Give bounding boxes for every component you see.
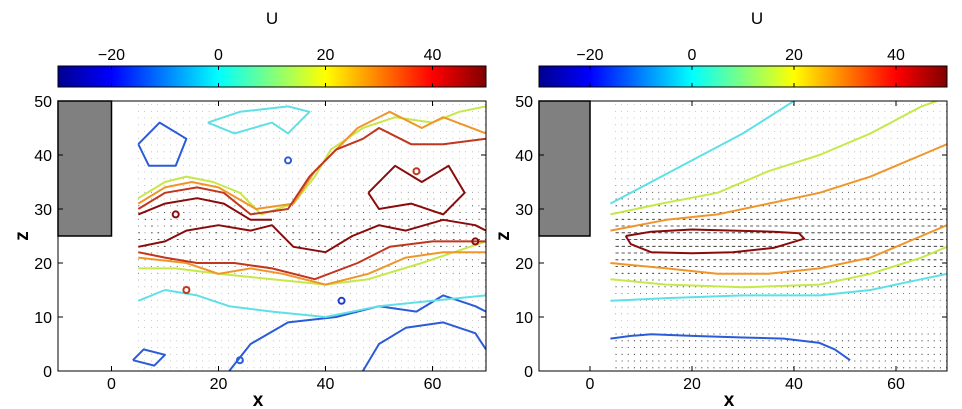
contour-line — [137, 127, 486, 216]
x-tick-label: 60 — [887, 376, 905, 393]
contour-spot — [471, 237, 480, 246]
contour-line — [610, 143, 947, 232]
x-tick-label: 40 — [317, 376, 335, 393]
contour-spot — [171, 210, 180, 219]
contour-line — [367, 164, 466, 216]
x-tick-label: 40 — [785, 376, 803, 393]
contour-line — [228, 294, 486, 371]
colorbar-tick-label: 40 — [424, 47, 442, 64]
colorbar-tick-label: 40 — [887, 47, 905, 64]
vector-field — [615, 104, 947, 369]
contour-line — [624, 228, 806, 255]
x-axis-label: x — [724, 390, 735, 409]
contour-spot — [182, 286, 191, 294]
colorbar — [538, 65, 948, 88]
y-tick-label: 50 — [515, 94, 533, 111]
y-tick-label: 30 — [515, 202, 533, 219]
contour-line — [137, 110, 486, 210]
contour-line — [362, 321, 486, 371]
x-tick-label: 0 — [107, 376, 116, 393]
y-tick-label: 0 — [524, 364, 533, 381]
y-tick-label: 10 — [515, 310, 533, 327]
colorbar — [57, 65, 487, 88]
y-tick-label: 0 — [43, 364, 52, 381]
y-tick-label: 20 — [515, 256, 533, 273]
y-tick-label: 40 — [515, 148, 533, 165]
right-panel: U −20 0 20 40 0 20 40 60 0 10 20 30 40 50 x z — [493, 9, 948, 409]
contour-line — [610, 245, 947, 289]
velocity-vectors — [615, 104, 947, 369]
y-axis-label: z — [12, 231, 33, 241]
contour-line — [137, 121, 188, 167]
contour-line — [138, 218, 486, 254]
contour-line — [610, 101, 938, 216]
colorbar-tick-label: 20 — [785, 47, 803, 64]
y-tick-label: 50 — [34, 94, 52, 111]
axes-box — [538, 100, 948, 372]
colorbar-tick-label: 20 — [317, 47, 335, 64]
colorbar-tick-label: 0 — [688, 47, 697, 64]
contour-line — [137, 197, 272, 221]
contour-line — [610, 224, 947, 275]
contour-line — [207, 105, 311, 135]
y-tick-label: 30 — [34, 202, 52, 219]
contour-line — [138, 251, 486, 286]
contour-line — [132, 348, 166, 367]
x-tick-label: 20 — [210, 376, 228, 393]
x-tick-label: 0 — [586, 376, 595, 393]
obstacle-block — [538, 100, 591, 237]
contour-line — [610, 333, 851, 362]
y-axis-label: z — [493, 231, 514, 241]
contour-spot — [337, 296, 346, 305]
contour-line — [138, 240, 486, 281]
colorbar-tick-label: 0 — [214, 47, 223, 64]
colorbar-label: U — [751, 9, 763, 28]
contour-line — [610, 272, 947, 302]
plot-area — [609, 101, 947, 369]
contour-line — [609, 101, 795, 205]
y-tick-label: 40 — [34, 148, 52, 165]
x-axis-label: x — [253, 390, 264, 409]
contour-line — [137, 289, 486, 318]
y-tick-label: 20 — [34, 256, 52, 273]
contour-spot — [284, 156, 293, 165]
x-tick-label: 20 — [683, 376, 701, 393]
colorbar-tick-label: −20 — [98, 47, 125, 64]
y-tick-label: 10 — [34, 310, 52, 327]
contour-line — [137, 105, 486, 216]
x-tick-label: 60 — [424, 376, 442, 393]
contour-line — [138, 240, 486, 286]
axes-box — [57, 100, 487, 372]
contour-spot — [412, 167, 421, 176]
colorbar-label: U — [266, 9, 278, 28]
plot-area — [132, 104, 486, 371]
left-panel: U −20 0 20 40 0 20 40 60 0 10 20 30 40 50 x z — [12, 9, 487, 409]
obstacle-block — [57, 100, 113, 237]
contour-spot — [235, 356, 244, 365]
colorbar-tick-label: −20 — [576, 47, 603, 64]
